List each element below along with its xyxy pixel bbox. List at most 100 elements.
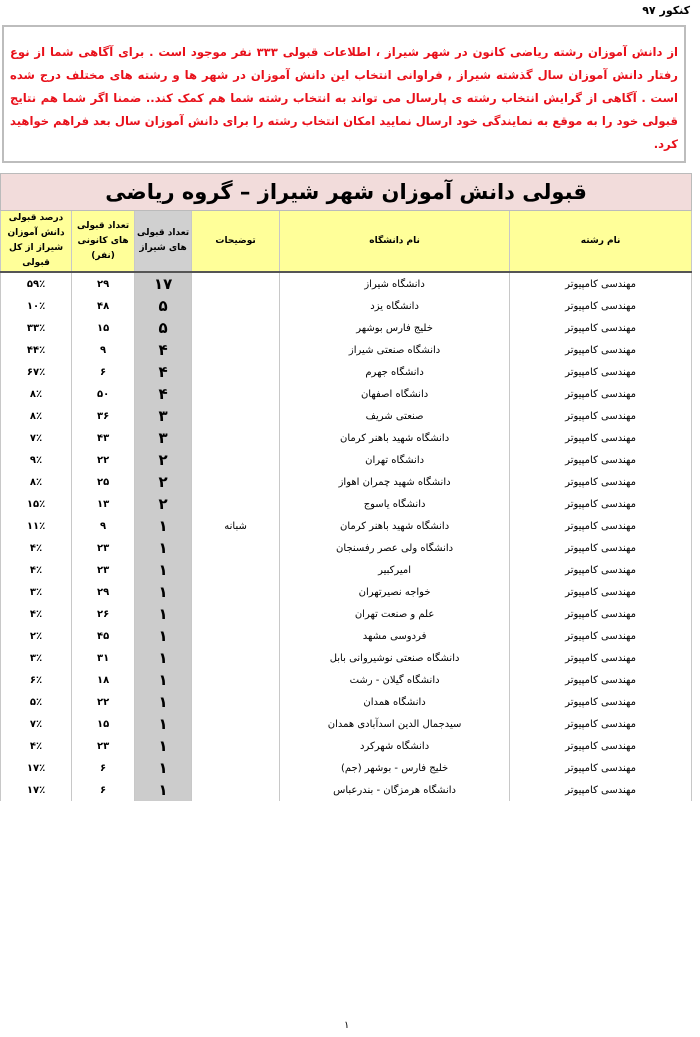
cell-percent: ۸٪	[0, 405, 73, 427]
table-row: مهندسی کامپیوتر دانشگاه هرمزگان - بندرعبا…	[0, 779, 693, 801]
cell-notes	[191, 272, 281, 295]
cell-university-name: فردوسی مشهد	[279, 625, 511, 647]
cell-kanoon-count: ۲۳	[71, 559, 136, 581]
cell-shiraz-count: ۱۷	[134, 272, 193, 295]
cell-percent: ۳٪	[0, 647, 73, 669]
table-row: مهندسی کامپیوتر دانشگاه صنعتی شیراز ۴ ۹ ۴۴٪	[0, 339, 693, 361]
cell-university-name: سیدجمال الدین اسدآبادی همدان	[279, 713, 511, 735]
cell-percent: ۶٪	[0, 669, 73, 691]
cell-field-name: مهندسی کامپیوتر	[509, 295, 693, 317]
table-row: مهندسی کامپیوتر خلیج فارس - بوشهر (جم) ۱ ۶ ۱…	[0, 757, 693, 779]
cell-notes	[191, 559, 281, 581]
cell-shiraz-count: ۱	[134, 669, 193, 691]
table-row: مهندسی کامپیوتر دانشگاه اصفهان ۴ ۵۰ ۸٪	[0, 383, 693, 405]
cell-kanoon-count: ۲۳	[71, 735, 136, 757]
cell-university-name: خلیج فارس - بوشهر (جم)	[279, 757, 511, 779]
cell-field-name: مهندسی کامپیوتر	[509, 405, 693, 427]
cell-field-name: مهندسی کامپیوتر	[509, 603, 693, 625]
cell-university-name: دانشگاه گیلان - رشت	[279, 669, 511, 691]
cell-percent: ۵٪	[0, 691, 73, 713]
cell-notes	[191, 691, 281, 713]
cell-university-name: دانشگاه یزد	[279, 295, 511, 317]
cell-kanoon-count: ۲۶	[71, 603, 136, 625]
cell-university-name: دانشگاه هرمزگان - بندرعباس	[279, 779, 511, 801]
cell-shiraz-count: ۱	[134, 537, 193, 559]
table-row: مهندسی کامپیوتر دانشگاه شهید چمران اهواز ۲…	[0, 471, 693, 493]
exam-label: کنکور ۹۷	[642, 4, 690, 17]
table-row: مهندسی کامپیوتر دانشگاه یزد ۵ ۴۸ ۱۰٪	[0, 295, 693, 317]
cell-shiraz-count: ۱	[134, 603, 193, 625]
cell-university-name: دانشگاه شیراز	[279, 272, 511, 295]
table-row: مهندسی کامپیوتر دانشگاه شهرکرد ۱ ۲۳ ۴٪	[0, 735, 693, 757]
cell-notes	[191, 449, 281, 471]
cell-university-name: دانشگاه اصفهان	[279, 383, 511, 405]
cell-notes	[191, 427, 281, 449]
admissions-table: قبولی دانش آموزان شهر شیراز – گروه ریاضی…	[0, 173, 693, 801]
cell-notes	[191, 405, 281, 427]
cell-university-name: دانشگاه صنعتی شیراز	[279, 339, 511, 361]
table-row: مهندسی کامپیوتر دانشگاه شهید باهنر کرمان ش…	[0, 515, 693, 537]
cell-percent: ۱۱٪	[0, 515, 73, 537]
cell-notes	[191, 713, 281, 735]
cell-kanoon-count: ۴۸	[71, 295, 136, 317]
cell-percent: ۵۹٪	[0, 272, 73, 295]
cell-field-name: مهندسی کامپیوتر	[509, 625, 693, 647]
column-header-kanoon-count: تعداد قبولی های کانونی (نفر)	[71, 210, 136, 273]
cell-kanoon-count: ۲۲	[71, 449, 136, 471]
table-row: مهندسی کامپیوتر خواجه نصیرتهران ۱ ۲۹ ۳٪	[0, 581, 693, 603]
cell-university-name: دانشگاه صنعتی نوشیروانی بابل	[279, 647, 511, 669]
cell-field-name: مهندسی کامپیوتر	[509, 471, 693, 493]
cell-percent: ۸٪	[0, 471, 73, 493]
cell-shiraz-count: ۵	[134, 295, 193, 317]
cell-notes	[191, 647, 281, 669]
cell-shiraz-count: ۲	[134, 449, 193, 471]
cell-notes	[191, 779, 281, 801]
table-row: مهندسی کامپیوتر دانشگاه ولی عصر رفسنجان ۱ ۲…	[0, 537, 693, 559]
cell-field-name: مهندسی کامپیوتر	[509, 581, 693, 603]
table-title: قبولی دانش آموزان شهر شیراز – گروه ریاضی	[0, 173, 693, 211]
table-row: مهندسی کامپیوتر دانشگاه جهرم ۴ ۶ ۶۷٪	[0, 361, 693, 383]
cell-shiraz-count: ۴	[134, 383, 193, 405]
column-header-percent: درصد قبولی دانش آموزان شیراز از کل قبولی	[0, 210, 73, 273]
cell-field-name: مهندسی کامپیوتر	[509, 272, 693, 295]
table-row: مهندسی کامپیوتر دانشگاه تهران ۲ ۲۲ ۹٪	[0, 449, 693, 471]
table-row: مهندسی کامپیوتر دانشگاه یاسوج ۲ ۱۳ ۱۵٪	[0, 493, 693, 515]
cell-kanoon-count: ۲۳	[71, 537, 136, 559]
cell-notes	[191, 361, 281, 383]
column-header-field-name: نام رشته	[509, 210, 693, 273]
table-row: مهندسی کامپیوتر صنعتی شریف ۳ ۳۶ ۸٪	[0, 405, 693, 427]
cell-notes	[191, 295, 281, 317]
cell-field-name: مهندسی کامپیوتر	[509, 427, 693, 449]
intro-box: از دانش آموزان رشته ریاضی کانون در شهر ش…	[2, 25, 686, 163]
cell-notes	[191, 317, 281, 339]
cell-field-name: مهندسی کامپیوتر	[509, 669, 693, 691]
cell-notes	[191, 669, 281, 691]
cell-percent: ۳۳٪	[0, 317, 73, 339]
cell-field-name: مهندسی کامپیوتر	[509, 317, 693, 339]
cell-notes	[191, 757, 281, 779]
cell-field-name: مهندسی کامپیوتر	[509, 691, 693, 713]
cell-kanoon-count: ۱۵	[71, 713, 136, 735]
table-row: مهندسی کامپیوتر دانشگاه شهید باهنر کرمان ۳…	[0, 427, 693, 449]
cell-shiraz-count: ۱	[134, 691, 193, 713]
cell-field-name: مهندسی کامپیوتر	[509, 757, 693, 779]
cell-university-name: علم و صنعت تهران	[279, 603, 511, 625]
cell-percent: ۷٪	[0, 427, 73, 449]
cell-university-name: دانشگاه تهران	[279, 449, 511, 471]
table-row: مهندسی کامپیوتر خلیج فارس بوشهر ۵ ۱۵ ۳۳٪	[0, 317, 693, 339]
cell-percent: ۷٪	[0, 713, 73, 735]
cell-notes	[191, 581, 281, 603]
cell-shiraz-count: ۵	[134, 317, 193, 339]
cell-percent: ۴٪	[0, 603, 73, 625]
cell-notes: شبانه	[191, 515, 281, 537]
cell-shiraz-count: ۱	[134, 515, 193, 537]
table-row: مهندسی کامپیوتر دانشگاه صنعتی نوشیروانی ب…	[0, 647, 693, 669]
cell-kanoon-count: ۲۹	[71, 272, 136, 295]
cell-field-name: مهندسی کامپیوتر	[509, 361, 693, 383]
cell-shiraz-count: ۱	[134, 581, 193, 603]
cell-shiraz-count: ۳	[134, 427, 193, 449]
cell-field-name: مهندسی کامپیوتر	[509, 559, 693, 581]
cell-university-name: صنعتی شریف	[279, 405, 511, 427]
cell-university-name: امیرکبیر	[279, 559, 511, 581]
cell-shiraz-count: ۱	[134, 779, 193, 801]
